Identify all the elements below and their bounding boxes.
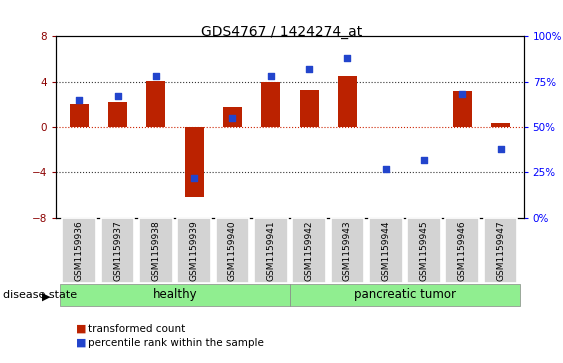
- Bar: [70, 105, 89, 127]
- Text: transformed count: transformed count: [88, 323, 186, 334]
- Text: GSM1159947: GSM1159947: [496, 220, 505, 281]
- Text: GSM1159937: GSM1159937: [113, 220, 122, 281]
- Text: GSM1159938: GSM1159938: [151, 220, 160, 281]
- Point: [113, 93, 122, 99]
- Text: GSM1159942: GSM1159942: [305, 220, 314, 281]
- Bar: [146, 81, 166, 127]
- Text: GSM1159936: GSM1159936: [75, 220, 84, 281]
- Point: [458, 91, 467, 97]
- Text: GSM1159945: GSM1159945: [419, 220, 428, 281]
- Bar: [108, 102, 127, 127]
- Text: GDS4767 / 1424274_at: GDS4767 / 1424274_at: [201, 25, 362, 40]
- FancyBboxPatch shape: [292, 218, 326, 283]
- FancyBboxPatch shape: [290, 284, 520, 306]
- Text: ■: ■: [76, 323, 87, 334]
- FancyBboxPatch shape: [60, 284, 290, 306]
- Bar: [338, 76, 357, 127]
- Bar: [300, 90, 319, 127]
- Bar: [185, 127, 204, 197]
- FancyBboxPatch shape: [369, 218, 403, 283]
- Bar: [453, 91, 472, 127]
- Point: [228, 115, 237, 121]
- FancyBboxPatch shape: [254, 218, 288, 283]
- Text: GSM1159944: GSM1159944: [381, 220, 390, 281]
- Text: pancreatic tumor: pancreatic tumor: [354, 289, 456, 301]
- Point: [419, 157, 428, 163]
- Bar: [491, 123, 510, 127]
- Point: [190, 175, 199, 181]
- Text: disease state: disease state: [3, 290, 77, 300]
- FancyBboxPatch shape: [177, 218, 211, 283]
- Text: GSM1159941: GSM1159941: [266, 220, 275, 281]
- Point: [75, 97, 84, 103]
- Text: ■: ■: [76, 338, 87, 348]
- Point: [496, 146, 505, 152]
- Point: [266, 73, 275, 79]
- Text: ▶: ▶: [42, 291, 51, 302]
- FancyBboxPatch shape: [484, 218, 517, 283]
- Text: GSM1159946: GSM1159946: [458, 220, 467, 281]
- FancyBboxPatch shape: [216, 218, 249, 283]
- Text: GSM1159940: GSM1159940: [228, 220, 237, 281]
- Bar: [261, 82, 280, 127]
- FancyBboxPatch shape: [139, 218, 173, 283]
- Text: GSM1159943: GSM1159943: [343, 220, 352, 281]
- FancyBboxPatch shape: [330, 218, 364, 283]
- Point: [151, 73, 160, 79]
- Text: percentile rank within the sample: percentile rank within the sample: [88, 338, 264, 348]
- FancyBboxPatch shape: [101, 218, 135, 283]
- Point: [305, 66, 314, 72]
- FancyBboxPatch shape: [62, 218, 96, 283]
- FancyBboxPatch shape: [445, 218, 479, 283]
- FancyBboxPatch shape: [407, 218, 441, 283]
- Point: [343, 55, 352, 61]
- Point: [381, 166, 390, 172]
- Bar: [223, 107, 242, 127]
- Text: healthy: healthy: [153, 289, 198, 301]
- Text: GSM1159939: GSM1159939: [190, 220, 199, 281]
